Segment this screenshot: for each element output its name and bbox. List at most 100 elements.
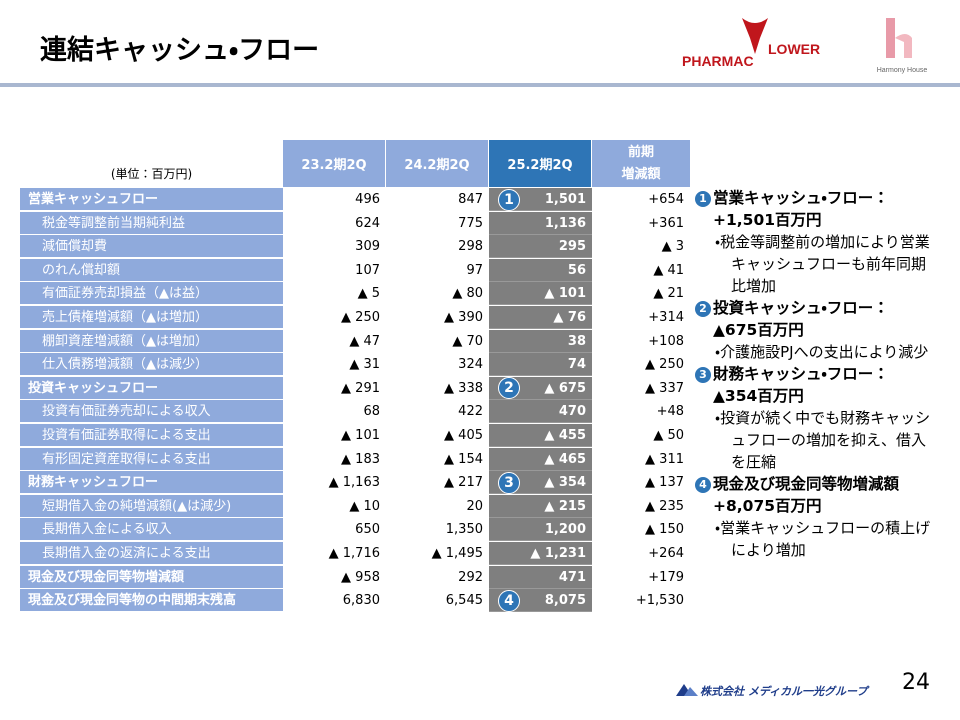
unit-label: (単位：百万円) bbox=[110, 167, 193, 181]
value-cell: 56 bbox=[489, 258, 592, 282]
value-cell: ▲ 337 bbox=[645, 380, 684, 396]
value-cell: ▲ 101 bbox=[341, 428, 380, 443]
value-cell: ▲ 1,231 bbox=[489, 542, 592, 565]
value-cell: ▲ 250 bbox=[645, 357, 684, 373]
column-header: 24.2期2Q bbox=[386, 140, 488, 187]
value-cell: ▲ 41 bbox=[653, 262, 684, 278]
value-cell: ▲ 1,716 bbox=[328, 546, 380, 561]
row-label: 有価証券売却損益（▲は益） bbox=[20, 282, 283, 306]
value-cell: 20 bbox=[466, 498, 483, 514]
note-badge: 3 bbox=[695, 367, 711, 383]
value-cell: 471 bbox=[489, 565, 592, 589]
value-cell: +108 bbox=[648, 333, 684, 349]
value-cell: 650 bbox=[355, 522, 380, 538]
header-line: 前期 bbox=[627, 144, 654, 160]
value-cell: +1,530 bbox=[635, 593, 684, 609]
note-heading: 2 投資キャッシュ・フロー： bbox=[695, 297, 945, 319]
note-heading: 1 営業キャッシュ・フロー： bbox=[695, 187, 945, 209]
value-cell: ▲ 291 bbox=[341, 380, 380, 396]
value-cell: ▲ 405 bbox=[444, 428, 483, 443]
row-label: 現金及び現金同等物増減額 bbox=[20, 565, 283, 589]
value-cell: ▲ 10 bbox=[349, 498, 380, 514]
value-cell: 6,830 bbox=[342, 593, 380, 609]
value-cell: 107 bbox=[355, 262, 380, 278]
row-label: のれん償却額 bbox=[20, 258, 283, 282]
value-cell: ▲ 183 bbox=[341, 451, 380, 467]
note-heading-text: 営業キャッシュ・フロー： bbox=[713, 189, 889, 207]
value-cell: ▲ 465 bbox=[489, 447, 592, 471]
value-cell: ▲ 1,495 bbox=[431, 546, 483, 561]
logo-flower bbox=[742, 18, 768, 54]
row-label: 営業キャッシュフロー bbox=[20, 188, 283, 211]
value-cell: ▲ 101 bbox=[489, 282, 592, 306]
value-cell: ▲ 338 bbox=[444, 380, 483, 396]
value-cell: +314 bbox=[648, 310, 684, 325]
value-cell: ▲ 958 bbox=[341, 569, 380, 585]
value-cell: 6,545 bbox=[445, 593, 483, 609]
company-name: 株式会社 メディカル一光グループ bbox=[700, 685, 868, 698]
pharma-logo: PHARMAC LOWER bbox=[682, 18, 820, 69]
row-label: 仕入債務増減額（▲は減少） bbox=[20, 353, 283, 377]
value-cell: ▲ 5 bbox=[357, 286, 380, 302]
value-cell: 1,136 bbox=[489, 211, 592, 235]
icon-shape bbox=[684, 687, 698, 696]
value-cell: ▲ 1,163 bbox=[328, 475, 380, 491]
value-cell: 38 bbox=[489, 329, 592, 353]
logo-text: PHARMAC bbox=[682, 53, 754, 69]
value-cell: ▲ 455 bbox=[489, 424, 592, 447]
value-cell: ▲ 31 bbox=[349, 357, 380, 373]
value-cell: 1,200 bbox=[489, 518, 592, 542]
badge: 1 bbox=[498, 188, 520, 211]
column-header: 25.2期2Q bbox=[489, 140, 591, 187]
value-cell: ▲ 390 bbox=[444, 310, 483, 325]
note-amount: ▲675百万円 bbox=[713, 321, 804, 339]
value-cell: +48 bbox=[656, 404, 684, 420]
note-amount: +1,501百万円 bbox=[713, 211, 822, 229]
value-cell: 298 bbox=[458, 239, 483, 255]
value-cell: ▲ 235 bbox=[645, 498, 684, 514]
value-cell: ▲ 250 bbox=[341, 310, 380, 325]
note-heading-text: 財務キャッシュ・フロー： bbox=[713, 365, 889, 383]
note-badge: 1 bbox=[695, 191, 711, 207]
note-text: ・投資が続く中でも財務キャッシュフローの増加を抑え、借入を圧縮 bbox=[715, 409, 931, 471]
page-number: 24 bbox=[902, 670, 930, 695]
value-cell: 847 bbox=[458, 192, 483, 207]
value-cell: ▲ 76 bbox=[489, 306, 592, 329]
value-cell: 292 bbox=[458, 569, 483, 585]
notes: 1 営業キャッシュ・フロー： +1,501百万円 ・税金等調整前の増加により営業キャッ… bbox=[695, 187, 945, 561]
value-cell: 775 bbox=[458, 215, 483, 231]
value-cell: 422 bbox=[458, 404, 483, 420]
note-amount: +8,075百万円 bbox=[713, 497, 822, 515]
value-cell: ▲ 50 bbox=[653, 428, 684, 443]
logo-shape bbox=[895, 34, 912, 58]
title-rule bbox=[0, 83, 960, 87]
note-heading-text: 現金及び現金同等物増減額 bbox=[713, 475, 900, 493]
column-header: 23.2期2Q bbox=[283, 140, 385, 187]
row-label: 投資有価証券取得による支出 bbox=[20, 424, 283, 447]
value-cell: ▲ 21 bbox=[653, 286, 684, 302]
note-amount: ▲354百万円 bbox=[713, 387, 804, 405]
slide-title: 連結キャッシュ・フロー bbox=[40, 35, 320, 66]
value-cell: 624 bbox=[355, 215, 380, 231]
value-cell: ▲ 80 bbox=[452, 286, 483, 302]
row-label: 売上債権増減額（▲は増加） bbox=[20, 306, 283, 329]
logo-shape bbox=[886, 18, 895, 58]
logo-text: LOWER bbox=[768, 41, 820, 57]
badge: 4 bbox=[498, 589, 520, 612]
value-cell: 470 bbox=[489, 400, 592, 424]
row-label: 有形固定資産取得による支出 bbox=[20, 447, 283, 471]
value-cell: 97 bbox=[466, 262, 483, 278]
company-icon bbox=[676, 684, 698, 696]
note-heading-text: 投資キャッシュ・フロー： bbox=[713, 299, 889, 317]
header-line: 増減額 bbox=[621, 166, 661, 182]
badge: 2 bbox=[498, 377, 520, 400]
value-cell: +654 bbox=[648, 192, 684, 207]
value-cell: 295 bbox=[489, 235, 592, 259]
value-cell: ▲ 3 bbox=[661, 239, 684, 255]
logo-text: Harmony House bbox=[877, 67, 928, 74]
badge: 3 bbox=[498, 471, 520, 494]
value-cell: 324 bbox=[458, 357, 483, 373]
value-cell: 1,350 bbox=[445, 522, 483, 538]
note-badge: 4 bbox=[695, 477, 711, 493]
